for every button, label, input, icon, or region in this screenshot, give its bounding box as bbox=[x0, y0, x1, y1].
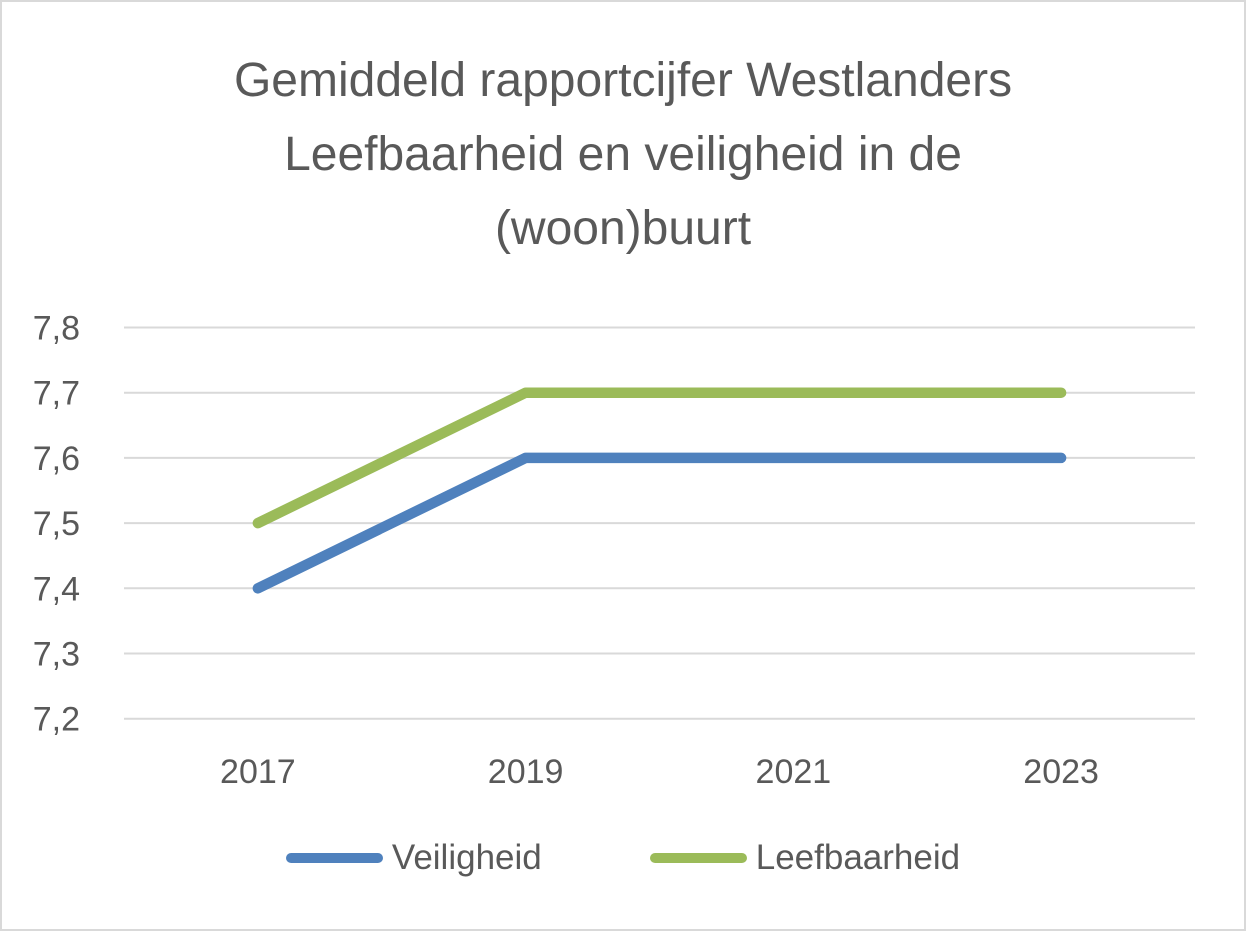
series-line-veiligheid bbox=[252, 452, 1067, 594]
y-axis-tick-label: 7,4 bbox=[33, 570, 80, 608]
y-axis-tick-label: 7,2 bbox=[33, 701, 80, 739]
chart-title: Gemiddeld rapportcijfer Westlanders Leef… bbox=[2, 44, 1244, 266]
legend-marker-leefbaarheid bbox=[649, 853, 747, 863]
legend-label: Veiligheid bbox=[391, 838, 542, 877]
legend-label: Leefbaarheid bbox=[755, 838, 961, 877]
chart-title-line-3: (woon)buurt bbox=[494, 202, 752, 255]
y-axis-tick-label: 7,8 bbox=[33, 310, 80, 348]
chart-legend: Veiligheid Leefbaarheid bbox=[2, 838, 1244, 878]
x-axis-tick-label: 2019 bbox=[488, 753, 564, 791]
series-line-leefbaarheid bbox=[252, 387, 1067, 529]
y-axis-tick-label: 7,5 bbox=[33, 505, 80, 543]
legend-item-leefbaarheid: Leefbaarheid bbox=[649, 838, 961, 878]
chart-title-line-2: Leefbaarheid en veiligheid in de bbox=[284, 128, 962, 181]
x-axis-tick-label: 2017 bbox=[220, 753, 296, 791]
x-axis-tick-label: 2023 bbox=[1023, 753, 1099, 791]
chart-title-line-1: Gemiddeld rapportcijfer Westlanders bbox=[233, 54, 1013, 107]
x-axis-tick-label: 2021 bbox=[756, 753, 832, 791]
legend-item-veiligheid: Veiligheid bbox=[285, 838, 542, 878]
y-axis-tick-label: 7,7 bbox=[33, 375, 80, 413]
y-axis-tick-label: 7,6 bbox=[33, 440, 80, 478]
y-axis-tick-label: 7,3 bbox=[33, 636, 80, 674]
legend-marker-veiligheid bbox=[285, 853, 383, 863]
